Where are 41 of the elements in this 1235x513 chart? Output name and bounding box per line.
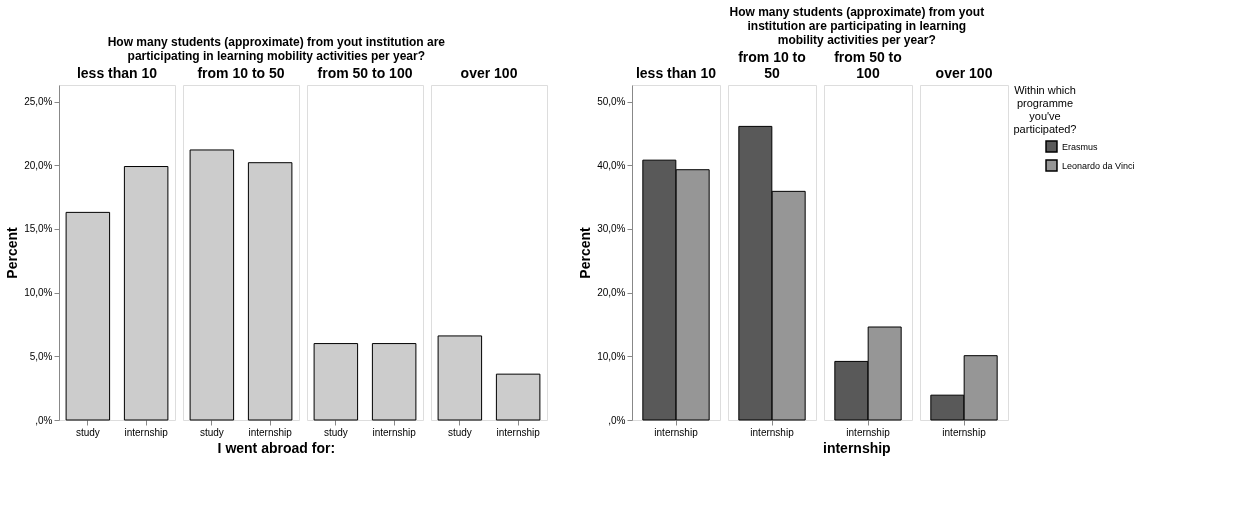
x-tick-label: internship bbox=[942, 426, 987, 438]
chart-title: less than 10 bbox=[635, 65, 717, 81]
y-tick-label: 25,0% bbox=[24, 96, 53, 108]
text: How many students (approximate) from yout institution are participating in learning mobility activities per year? bbox=[729, 4, 985, 47]
chart-title: less than 10 bbox=[76, 65, 158, 81]
x-tick-label: internship bbox=[750, 426, 795, 438]
x-tick-label: study bbox=[199, 426, 224, 438]
x-tick-label: study bbox=[75, 426, 100, 438]
y-tick-label: 20,0% bbox=[597, 287, 626, 299]
x-tick-label: internship bbox=[372, 426, 417, 438]
legend-label: Erasmus bbox=[1062, 141, 1099, 152]
text: How many students (approximate) from yout institution are participating in learning mobility activities per year? bbox=[107, 34, 446, 63]
x-tick-label: internship bbox=[846, 426, 891, 438]
x-axis-title: I went abroad for: bbox=[217, 439, 336, 456]
y-tick-label: 5,0% bbox=[29, 350, 53, 362]
y-axis-title: Percent bbox=[4, 226, 21, 279]
y-tick-label: 15,0% bbox=[24, 223, 53, 235]
chart-title: from 10 to 50 bbox=[738, 49, 806, 81]
x-tick-label: internship bbox=[496, 426, 541, 438]
y-tick-label: ,0% bbox=[35, 414, 53, 426]
chart-title: from 10 to 50 bbox=[197, 65, 285, 81]
chart-title: over 100 bbox=[460, 65, 518, 81]
chart-title: from 50 to 100 bbox=[317, 65, 413, 81]
chart-title: over 100 bbox=[935, 65, 993, 81]
y-tick-label: 10,0% bbox=[597, 350, 626, 362]
y-tick-label: 40,0% bbox=[597, 159, 626, 171]
chart-title: from 50 to 100 bbox=[834, 49, 902, 81]
x-tick-label: internship bbox=[124, 426, 169, 438]
x-tick-label: study bbox=[323, 426, 348, 438]
y-axis-title: Percent bbox=[577, 226, 594, 279]
legend-label: Leonardo da Vinci bbox=[1062, 160, 1135, 171]
x-tick-label: internship bbox=[248, 426, 293, 438]
y-tick-label: 20,0% bbox=[24, 159, 53, 171]
x-tick-label: study bbox=[447, 426, 472, 438]
x-tick-label: internship bbox=[654, 426, 699, 438]
y-tick-label: ,0% bbox=[608, 414, 626, 426]
y-tick-label: 30,0% bbox=[597, 223, 626, 235]
y-tick-label: 10,0% bbox=[24, 287, 53, 299]
legend-title: Within which programme you've participated? bbox=[1013, 84, 1077, 135]
y-tick-label: 50,0% bbox=[597, 96, 626, 108]
x-axis-title: internship bbox=[822, 439, 891, 456]
